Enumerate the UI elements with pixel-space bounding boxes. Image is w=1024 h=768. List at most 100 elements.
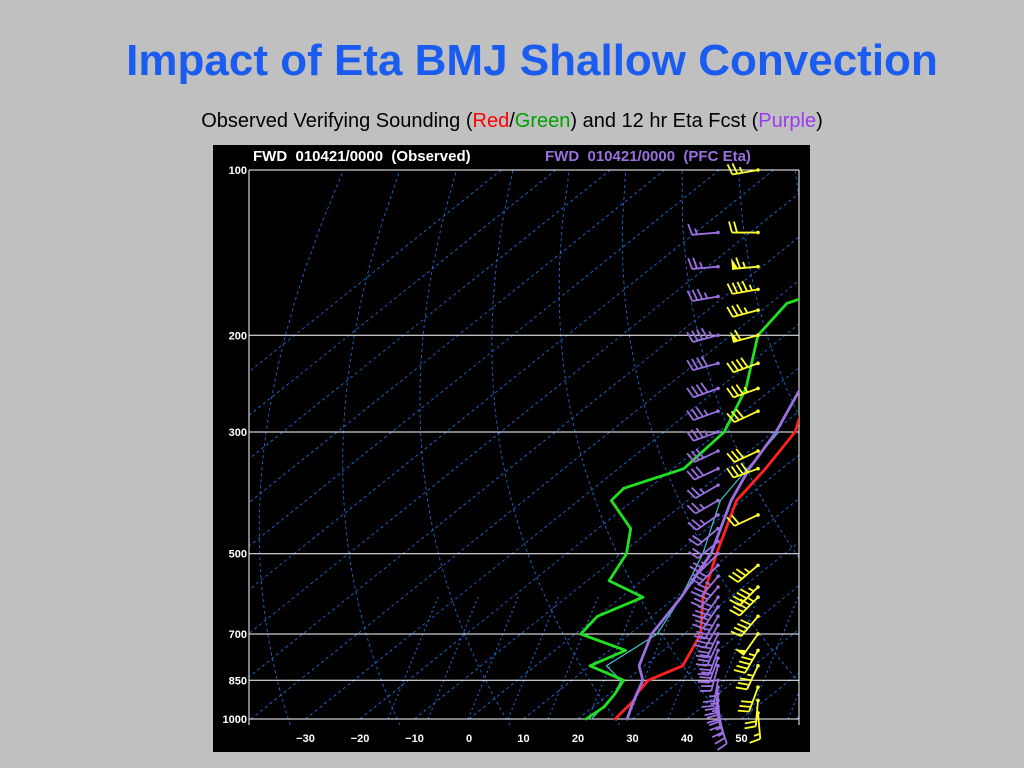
observed-wind-barb <box>726 513 760 527</box>
forecast-wind-barb <box>695 632 720 659</box>
barb-station <box>716 663 720 668</box>
barb-flag <box>686 470 696 481</box>
barb-station <box>756 333 760 338</box>
forecast-wind-barb <box>689 563 720 585</box>
barb-flag <box>731 305 739 317</box>
barb-flag <box>717 742 728 751</box>
barb-flag <box>686 504 697 515</box>
barb-flag <box>740 357 749 368</box>
barb-flag <box>696 570 708 578</box>
barb-station <box>756 264 760 269</box>
subtitle-red-label: Red <box>472 110 510 132</box>
barb-flag <box>693 586 705 594</box>
barb-flag <box>730 466 740 477</box>
barb-flag <box>739 598 751 606</box>
barb-flag <box>732 605 744 613</box>
barb-half-flag <box>753 733 761 737</box>
observed-wind-barb <box>749 711 762 744</box>
barb-half-flag <box>700 561 708 566</box>
mixing-ratio-line <box>787 690 799 720</box>
label-layer: 100 200 300 500 700 850 1000 −30 −20 −10 0 10 20 30 40… <box>223 165 748 745</box>
barb-station <box>716 614 720 619</box>
grid-layer <box>249 170 799 725</box>
barb-flag <box>687 521 698 531</box>
barb-flag <box>730 385 740 397</box>
isotherm-line <box>249 170 666 504</box>
forecast-wind-barb <box>688 539 720 559</box>
barb-flag <box>686 452 696 463</box>
series-line-green <box>579 297 799 721</box>
barb-station <box>756 466 760 471</box>
barb-flag <box>733 626 745 634</box>
barb-flag <box>695 448 705 459</box>
temperature-tick-label: 20 <box>572 733 584 745</box>
barb-flag <box>735 358 744 370</box>
skewt-panel: 100 200 300 500 700 850 1000 −30 −20 −10 0 10 20 30 40… <box>213 145 810 752</box>
observed-wind-barb <box>726 408 760 423</box>
mixing-ratio-line <box>427 596 479 720</box>
barb-flag <box>733 669 746 674</box>
barb-half-flag <box>703 430 709 437</box>
barb-flag <box>726 412 736 423</box>
slide-subtitle: Observed Verifying Sounding (Red/Green) … <box>0 110 1024 133</box>
barb-station <box>716 551 720 556</box>
mixing-ratio-line <box>667 596 719 720</box>
barb-flag <box>697 650 710 654</box>
isotherm-line <box>249 192 799 634</box>
barb-flag <box>697 658 710 663</box>
barb-flag <box>730 630 742 638</box>
forecast-wind-barb <box>686 498 720 515</box>
barb-flag <box>695 384 704 395</box>
forecast-wind-barb <box>699 663 720 692</box>
barb-half-flag <box>699 519 706 525</box>
barb-flag <box>741 280 748 292</box>
forecast-wind-barb <box>690 574 720 598</box>
barb-station <box>716 640 720 645</box>
barb-station <box>756 361 760 366</box>
barb-half-flag <box>711 709 719 713</box>
skewt-diagram: 100 200 300 500 700 850 1000 −30 −20 −10 0 10 20 30 40… <box>213 145 810 752</box>
barb-station <box>716 526 720 531</box>
observed-wind-barb <box>734 632 760 656</box>
barb-flag <box>731 282 739 294</box>
observed-wind-barb <box>733 648 760 674</box>
barb-flag <box>702 700 715 703</box>
barb-staff <box>732 334 759 343</box>
barb-flag <box>696 630 708 636</box>
barb-flag <box>704 707 717 711</box>
barb-flag <box>695 406 704 418</box>
mixing-ratio-line <box>547 596 599 720</box>
barb-flag <box>734 329 742 341</box>
barb-flag <box>694 619 707 625</box>
isotherm-line <box>249 170 611 460</box>
barb-station <box>716 704 720 709</box>
barb-station <box>716 230 720 235</box>
barb-flag <box>690 385 700 397</box>
barb-flag <box>735 257 741 269</box>
observed-wind-barb <box>726 462 760 479</box>
barb-station <box>716 678 720 683</box>
barb-half-flag <box>707 641 714 645</box>
barb-station <box>716 386 720 391</box>
isotherm-line <box>250 280 799 720</box>
barb-flag <box>686 331 694 343</box>
barb-flag <box>706 714 719 719</box>
barb-flag <box>690 408 700 419</box>
dry-adiabat-line <box>738 170 799 417</box>
barb-station <box>716 711 720 715</box>
forecast-wind-barb <box>693 614 720 640</box>
mixing-ratio-line <box>627 596 679 720</box>
barb-flag <box>691 289 699 301</box>
barb-flag <box>696 357 704 368</box>
observed-wind-barb <box>729 595 760 617</box>
mixing-ratio-line <box>467 596 519 720</box>
barb-station <box>756 513 760 517</box>
barb-flag <box>744 720 757 725</box>
barb-flag <box>738 660 751 666</box>
barb-half-flag <box>742 261 746 269</box>
temperature-tick-label: 30 <box>626 733 638 745</box>
pressure-tick-label: 850 <box>229 675 247 687</box>
barb-flag <box>692 562 704 570</box>
barb-station <box>716 717 720 721</box>
barb-flag <box>730 514 740 525</box>
